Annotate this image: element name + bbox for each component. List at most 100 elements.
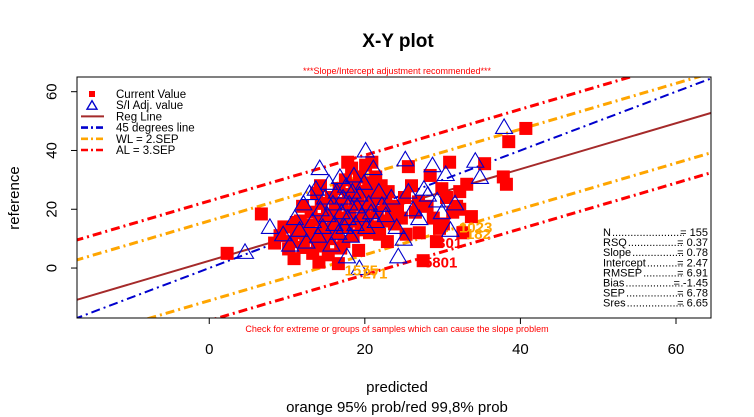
si-adj-point — [293, 194, 313, 211]
stat-value: = 6.78 — [677, 288, 708, 300]
stat-value: = 0.37 — [677, 237, 708, 249]
stat-leader-dots: .......................... — [625, 278, 704, 290]
outlier-label: 182 — [466, 226, 491, 243]
legend-label: S/I Adj. value — [116, 100, 183, 112]
current-value-point — [373, 227, 387, 241]
si-adj-point — [318, 206, 337, 223]
stat-leader-dots: .......................... — [647, 257, 726, 269]
si-adj-point — [470, 167, 490, 184]
outlier-label: 1023 — [459, 219, 492, 236]
si-adj-point — [290, 220, 309, 237]
stat-leader-dots: .......................... — [628, 237, 707, 249]
stat-label: Slope — [603, 247, 631, 259]
si-adj-point — [436, 164, 456, 182]
x-axis-title: predicted — [366, 379, 428, 396]
si-adj-point — [235, 242, 255, 259]
diagonal-45-line — [77, 77, 711, 318]
stat-value: = 2.47 — [677, 257, 708, 269]
current-value-point — [429, 235, 443, 249]
stat-row: Slope ..........................= 0.78 — [603, 247, 711, 259]
x-tick-label: 40 — [512, 341, 529, 358]
legend-item: WL = 2.SEP — [81, 134, 179, 146]
plot-frame — [76, 76, 712, 319]
y-tick-label: 60 — [44, 83, 61, 100]
outlier-label: 271 — [362, 265, 387, 282]
current-value-point — [519, 121, 533, 135]
current-value-point — [312, 255, 326, 269]
y-tick-label: 0 — [44, 264, 61, 272]
si-adj-point — [403, 200, 423, 217]
bottom-note: Check for extreme or groups of samples w… — [245, 324, 548, 334]
current-value-point — [331, 257, 345, 271]
si-adj-point — [363, 159, 383, 176]
si-adj-point — [344, 166, 364, 183]
x-axis-subtitle: orange 95% prob/red 99,8% prob — [286, 399, 508, 416]
current-value-point — [405, 179, 419, 193]
stat-value: = 6.65 — [677, 298, 708, 310]
si-adj-point — [440, 220, 460, 237]
legend-label: AL = 3.SEP — [116, 145, 176, 157]
legend-label: WL = 2.SEP — [116, 134, 179, 146]
stat-label: SEP — [603, 288, 625, 300]
si-adj-point — [359, 194, 379, 211]
si-adj-point — [303, 211, 323, 229]
si-adj-point — [354, 173, 374, 190]
si-adj-point — [306, 179, 326, 196]
y-tick-label: 40 — [44, 142, 61, 159]
si-adj-point — [376, 206, 396, 223]
si-adj-point — [346, 214, 365, 232]
si-adj-point — [388, 247, 408, 264]
stat-row: N ..........................= 155 — [603, 227, 708, 239]
current-value-point — [401, 160, 415, 174]
current-value-point — [220, 246, 234, 260]
y-axis-title: reference — [6, 166, 23, 229]
si-adj-point — [336, 176, 356, 193]
si-adj-point — [352, 206, 372, 223]
si-adj-point — [285, 208, 305, 226]
stat-value: = 0.78 — [677, 247, 708, 259]
current-value-point — [287, 252, 301, 266]
outlier-label: 1575 — [345, 262, 378, 279]
si-adj-point — [333, 188, 353, 205]
current-value-point — [502, 135, 516, 149]
current-value-point — [443, 155, 457, 169]
si-adj-point — [280, 235, 300, 252]
stat-row: RMSEP ..........................= 6.91 — [603, 267, 708, 279]
current-value-point — [334, 241, 348, 255]
si-adj-point — [339, 194, 359, 211]
x-axis: 0 20 40 60 — [205, 318, 684, 358]
legend-label: Current Value — [116, 89, 186, 101]
current-value-point — [423, 168, 437, 182]
legend-label: Reg Line — [116, 111, 162, 123]
si-adj-point — [395, 150, 415, 167]
si-adj-point — [332, 203, 351, 220]
current-value-point — [436, 217, 450, 231]
current-value-point — [341, 155, 355, 169]
si-adj-point — [366, 211, 386, 229]
y-axis: 0 20 40 60 — [44, 83, 77, 272]
si-adj-point — [381, 188, 401, 205]
stat-leader-dots: .......................... — [612, 227, 691, 239]
legend-item: AL = 3.SEP — [81, 145, 176, 157]
outlier-label: 5801 — [424, 255, 457, 272]
si-adj-point — [356, 141, 376, 158]
stat-row: Sres ..........................= 6.65 — [603, 298, 708, 310]
stat-label: RSQ — [603, 237, 627, 249]
si-adj-point — [369, 182, 389, 199]
chart-title: X-Y plot — [362, 31, 434, 52]
si-adj-point — [494, 117, 514, 135]
legend-item: Reg Line — [81, 111, 162, 123]
stat-label: Sres — [603, 298, 626, 310]
current-value-point — [499, 177, 513, 191]
legend-item: Current Value — [89, 89, 186, 101]
si-adj-point — [327, 182, 347, 199]
stat-leader-dots: .......................... — [632, 247, 711, 259]
si-adj-point — [330, 167, 350, 184]
current-value-point — [398, 191, 412, 204]
legend-square-marker — [89, 91, 95, 97]
si-adj-point — [341, 226, 361, 243]
stat-label: RMSEP — [603, 267, 642, 279]
